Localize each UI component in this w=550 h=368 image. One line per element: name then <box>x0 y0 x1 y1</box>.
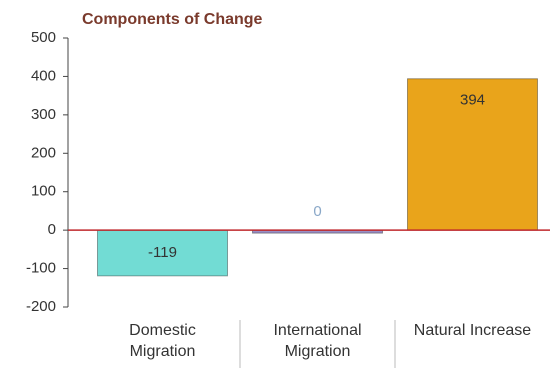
y-tick-label: 200 <box>31 144 56 161</box>
bar <box>97 229 228 277</box>
y-tick-label: 100 <box>31 183 56 200</box>
y-tick-label: 400 <box>31 67 56 84</box>
y-tick-label: 500 <box>31 29 56 46</box>
chart-title: Components of Change <box>82 11 263 28</box>
x-tick-label: International Migration <box>273 322 362 360</box>
y-tick-label: -100 <box>26 260 56 277</box>
y-tick-label: 300 <box>31 106 56 123</box>
x-tick-label: Domestic Migration <box>129 322 196 360</box>
x-tick-label: Natural Increase <box>413 322 532 339</box>
value-label: -119 <box>148 244 177 261</box>
value-label: 394 <box>460 92 485 109</box>
bar <box>407 78 538 231</box>
y-tick-label: 0 <box>48 221 56 238</box>
y-tick-label: -200 <box>26 298 56 315</box>
value-label: 0 <box>313 203 321 220</box>
